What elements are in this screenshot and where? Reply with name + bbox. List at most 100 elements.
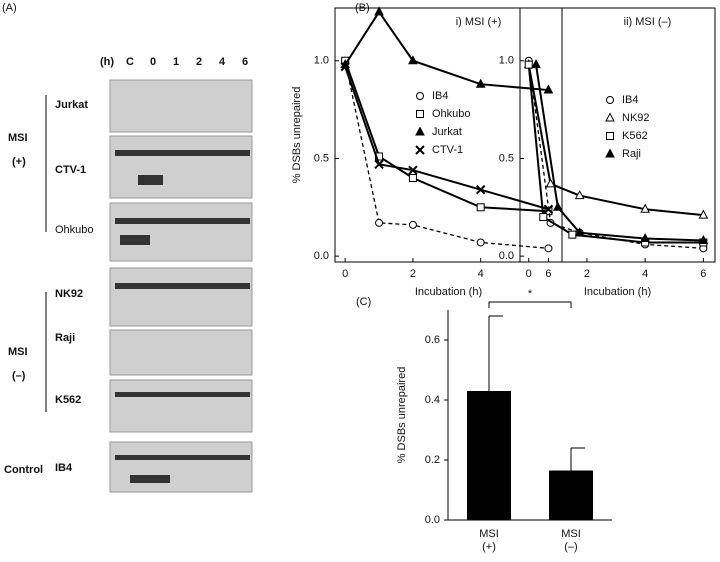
series-line [527, 64, 704, 244]
marker [408, 55, 418, 65]
y-tick-label: 0.0 [314, 250, 329, 262]
y-tick-label: 1.0 [499, 55, 514, 67]
marker [475, 185, 486, 195]
x-tick-label: 6 [700, 268, 706, 280]
group-label: Control [4, 464, 43, 476]
x-tick-label: 4 [478, 268, 484, 280]
y-tick-label: 0.4 [425, 394, 440, 406]
marker [476, 203, 485, 212]
legend-label: IB4 [432, 90, 449, 102]
marker [605, 148, 615, 158]
significance-bracket [488, 301, 572, 308]
group-label: (+) [12, 156, 26, 168]
cell-label: Raji [55, 332, 75, 344]
marker [606, 96, 614, 104]
marker [476, 238, 485, 247]
x-tick-label: 2 [584, 268, 590, 280]
x-tick-label: 0 [342, 268, 348, 280]
marker [415, 126, 425, 136]
legend-label: IB4 [622, 94, 639, 106]
y-tick-label: 0.5 [314, 152, 329, 164]
lane-label: 6 [242, 56, 248, 68]
marker [408, 220, 417, 229]
x-axis-label: Incubation (h) [415, 286, 482, 298]
marker [553, 201, 563, 211]
marker [475, 78, 486, 88]
cell-label: IB4 [55, 462, 73, 474]
marker [375, 218, 384, 227]
error-bar [570, 447, 585, 471]
marker [698, 209, 709, 219]
marker [545, 178, 556, 188]
cell-label: Ohkubo [55, 224, 94, 236]
marker [568, 230, 577, 239]
x-tick-label: 6 [545, 268, 551, 280]
lane-label: 2 [196, 56, 202, 68]
group-label: (–) [12, 370, 26, 382]
legend-label: Raji [622, 148, 641, 160]
cell-label: CTV-1 [55, 164, 86, 176]
cell-label: NK92 [55, 288, 83, 300]
cell-label: K562 [55, 394, 81, 406]
marker [415, 145, 425, 155]
y-tick-label: 0.0 [499, 250, 514, 262]
lane-label: 4 [219, 56, 226, 68]
y-axis-label: % DSBs unrepaired [291, 87, 303, 184]
y-tick-label: 0.5 [499, 152, 514, 164]
marker [408, 173, 417, 182]
marker [408, 165, 418, 175]
cell-label: Jurkat [55, 99, 88, 111]
marker [543, 84, 554, 94]
y-tick-label: 0.6 [425, 334, 440, 346]
series-line [528, 60, 704, 249]
marker [374, 6, 384, 16]
group-label: MSI [8, 346, 28, 358]
marker [698, 234, 709, 245]
x-axis-label: Incubation (h) [584, 286, 651, 298]
gel-blots [109, 79, 253, 493]
bar [467, 391, 511, 520]
chart-title: i) MSI (+) [456, 16, 502, 28]
marker [605, 112, 615, 122]
x-tick-label: 4 [642, 268, 648, 280]
x-tick-label: 2 [410, 268, 416, 280]
lane-label: 0 [150, 56, 156, 68]
marker [340, 61, 350, 72]
x-tick-label: MSI (–) [561, 528, 581, 553]
marker [416, 110, 424, 118]
panel-label: (A) [2, 2, 17, 14]
marker [606, 132, 614, 140]
group-label: MSI [8, 132, 28, 144]
chart-title: ii) MSI (–) [624, 16, 672, 28]
marker [416, 92, 424, 100]
legend-label: K562 [622, 130, 648, 142]
gel-bands [115, 150, 250, 483]
marker [640, 203, 650, 213]
legend-label: Ohkubo [432, 108, 471, 120]
series-line [535, 64, 704, 242]
bar [549, 470, 593, 520]
marker [574, 190, 585, 200]
panel-label: (C) [356, 296, 371, 308]
error-bar [488, 315, 503, 391]
y-axis-label: % DSBs unrepaired [396, 367, 408, 464]
marker [544, 244, 553, 253]
lane-label: 1 [173, 56, 179, 68]
y-tick-label: 0.0 [425, 514, 440, 526]
legend-label: NK92 [622, 112, 650, 124]
significance-label: * [528, 288, 533, 300]
x-tick-label: MSI (+) [479, 528, 499, 553]
y-tick-label: 1.0 [314, 55, 329, 67]
marker [374, 159, 384, 170]
y-tick-label: 0.2 [425, 454, 440, 466]
marker [574, 227, 585, 237]
marker [531, 59, 541, 69]
series-line [344, 10, 549, 92]
plot-frame [519, 7, 716, 263]
plot-frame [334, 7, 563, 263]
lane-label: C [126, 56, 134, 68]
marker [524, 60, 533, 69]
hours-label: (h) [100, 56, 114, 68]
x-tick-label: 0 [526, 268, 532, 280]
